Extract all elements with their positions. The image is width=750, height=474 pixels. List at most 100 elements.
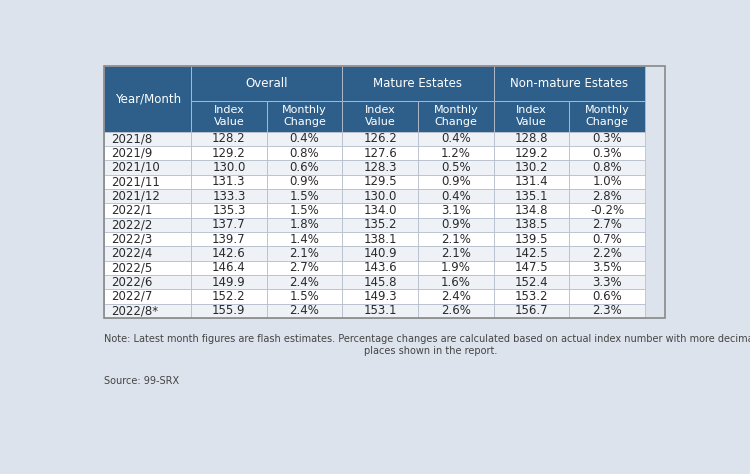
Bar bbox=[267, 174, 342, 189]
Bar bbox=[267, 261, 342, 275]
Bar bbox=[191, 289, 267, 303]
Bar bbox=[342, 203, 418, 218]
Bar bbox=[494, 246, 569, 261]
Bar bbox=[342, 132, 418, 146]
Text: 152.2: 152.2 bbox=[212, 290, 246, 303]
Text: 2022/5: 2022/5 bbox=[111, 261, 152, 274]
Text: Monthly
Change: Monthly Change bbox=[585, 105, 629, 127]
Bar bbox=[267, 160, 342, 174]
Bar bbox=[104, 289, 191, 303]
Text: Mature Estates: Mature Estates bbox=[374, 77, 463, 90]
Bar bbox=[267, 132, 342, 146]
Text: 155.9: 155.9 bbox=[212, 304, 246, 317]
Text: 139.5: 139.5 bbox=[514, 233, 548, 246]
Text: 147.5: 147.5 bbox=[514, 261, 548, 274]
Text: 2.8%: 2.8% bbox=[592, 190, 622, 202]
Bar bbox=[342, 218, 418, 232]
Bar bbox=[494, 203, 569, 218]
Bar bbox=[494, 275, 569, 289]
Bar bbox=[494, 261, 569, 275]
Bar bbox=[342, 160, 418, 174]
Text: Index
Value: Index Value bbox=[516, 105, 547, 127]
Text: 2022/7: 2022/7 bbox=[111, 290, 152, 303]
Text: 3.1%: 3.1% bbox=[441, 204, 471, 217]
Text: 0.9%: 0.9% bbox=[441, 218, 471, 231]
Bar bbox=[418, 232, 494, 246]
Bar bbox=[569, 303, 645, 318]
Bar bbox=[494, 303, 569, 318]
Text: Monthly
Change: Monthly Change bbox=[433, 105, 478, 127]
Bar bbox=[569, 160, 645, 174]
Text: 146.4: 146.4 bbox=[212, 261, 246, 274]
Bar bbox=[104, 218, 191, 232]
Text: 2.4%: 2.4% bbox=[441, 290, 471, 303]
Text: 2.4%: 2.4% bbox=[290, 304, 320, 317]
Text: 2.7%: 2.7% bbox=[290, 261, 320, 274]
Bar bbox=[494, 100, 569, 132]
Text: 2021/10: 2021/10 bbox=[111, 161, 160, 174]
Bar bbox=[342, 275, 418, 289]
Text: 0.9%: 0.9% bbox=[290, 175, 320, 188]
Text: 156.7: 156.7 bbox=[514, 304, 548, 317]
Text: 135.1: 135.1 bbox=[514, 190, 548, 202]
Bar bbox=[569, 289, 645, 303]
Text: Source: 99-SRX: Source: 99-SRX bbox=[104, 376, 179, 386]
Text: 126.2: 126.2 bbox=[363, 132, 397, 146]
Bar bbox=[569, 261, 645, 275]
Text: 2.1%: 2.1% bbox=[441, 233, 471, 246]
Bar bbox=[104, 303, 191, 318]
Bar bbox=[342, 232, 418, 246]
Bar bbox=[104, 275, 191, 289]
Text: 130.0: 130.0 bbox=[212, 161, 245, 174]
Bar bbox=[104, 189, 191, 203]
Text: 2021/11: 2021/11 bbox=[111, 175, 160, 188]
Bar bbox=[342, 174, 418, 189]
Text: 131.3: 131.3 bbox=[212, 175, 246, 188]
Bar bbox=[418, 289, 494, 303]
Bar bbox=[191, 203, 267, 218]
Text: 3.3%: 3.3% bbox=[592, 275, 622, 289]
Text: 130.0: 130.0 bbox=[364, 190, 397, 202]
Bar bbox=[418, 100, 494, 132]
Bar bbox=[104, 66, 664, 318]
Bar bbox=[342, 289, 418, 303]
Text: 142.6: 142.6 bbox=[212, 247, 246, 260]
Bar bbox=[494, 132, 569, 146]
Bar bbox=[191, 100, 267, 132]
Bar bbox=[494, 66, 645, 100]
Bar bbox=[104, 160, 191, 174]
Text: 2.6%: 2.6% bbox=[441, 304, 471, 317]
Bar bbox=[267, 303, 342, 318]
Bar bbox=[104, 174, 191, 189]
Bar bbox=[267, 203, 342, 218]
Bar bbox=[191, 132, 267, 146]
Bar bbox=[418, 189, 494, 203]
Text: 2.1%: 2.1% bbox=[290, 247, 320, 260]
Bar bbox=[191, 218, 267, 232]
Bar bbox=[342, 189, 418, 203]
Bar bbox=[418, 218, 494, 232]
Bar bbox=[267, 218, 342, 232]
Text: 0.7%: 0.7% bbox=[592, 233, 622, 246]
Bar bbox=[267, 189, 342, 203]
Text: 0.4%: 0.4% bbox=[290, 132, 320, 146]
Bar bbox=[191, 66, 342, 100]
Bar bbox=[191, 174, 267, 189]
Bar bbox=[494, 160, 569, 174]
Text: 2.3%: 2.3% bbox=[592, 304, 622, 317]
Text: 128.3: 128.3 bbox=[364, 161, 397, 174]
Bar bbox=[191, 303, 267, 318]
Bar bbox=[267, 289, 342, 303]
Text: 137.7: 137.7 bbox=[212, 218, 246, 231]
Text: 153.2: 153.2 bbox=[514, 290, 548, 303]
Bar bbox=[494, 174, 569, 189]
Text: 1.2%: 1.2% bbox=[441, 146, 471, 160]
Bar bbox=[191, 160, 267, 174]
Text: 140.9: 140.9 bbox=[363, 247, 397, 260]
Text: Index
Value: Index Value bbox=[364, 105, 395, 127]
Bar bbox=[418, 160, 494, 174]
Text: 139.7: 139.7 bbox=[212, 233, 246, 246]
Text: 2021/8: 2021/8 bbox=[111, 132, 152, 146]
Text: 135.3: 135.3 bbox=[212, 204, 245, 217]
Bar bbox=[104, 203, 191, 218]
